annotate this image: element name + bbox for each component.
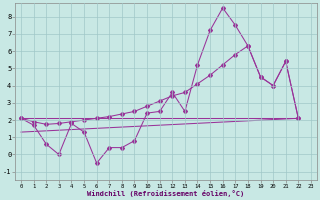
X-axis label: Windchill (Refroidissement éolien,°C): Windchill (Refroidissement éolien,°C) — [87, 190, 244, 197]
